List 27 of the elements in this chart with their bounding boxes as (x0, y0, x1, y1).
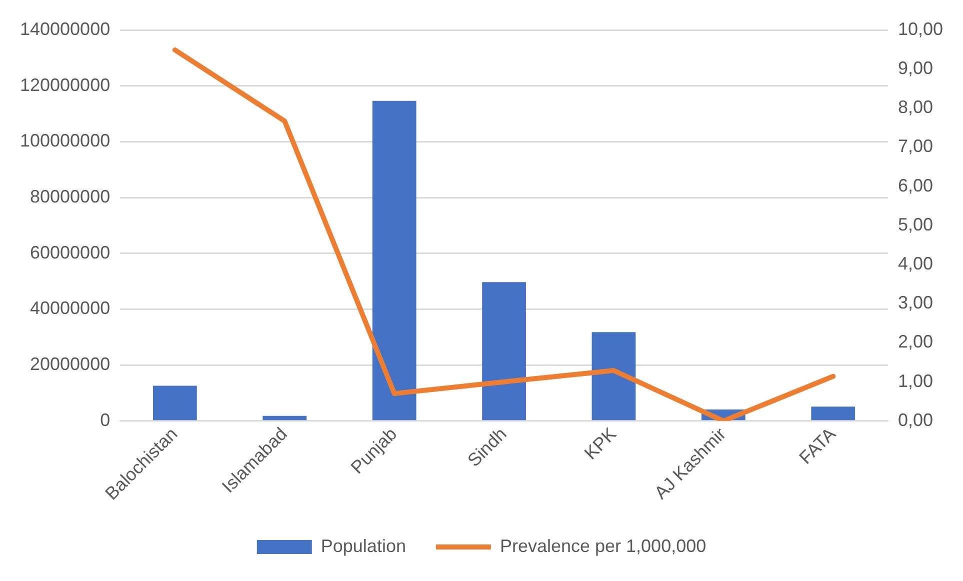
y2-tick-label: 4,00 (898, 254, 934, 274)
y2-tick-label: 9,00 (898, 58, 934, 78)
y2-tick-label: 2,00 (898, 332, 934, 352)
y-tick-label: 80000000 (30, 186, 110, 207)
bar (153, 386, 197, 420)
y-tick-label: 60000000 (30, 242, 110, 262)
legend-label: Population (320, 536, 406, 556)
y2-tick-label: 10,00 (898, 18, 944, 39)
y2-tick-label: 5,00 (898, 214, 934, 234)
legend-label: Prevalence per 1,000,000 (500, 536, 706, 556)
bar (811, 406, 856, 420)
bar (262, 416, 307, 420)
y-tick-label: 20000000 (30, 354, 110, 374)
y-tick-label: 140000000 (20, 18, 110, 39)
y-tick-label: 40000000 (30, 298, 110, 318)
y2-tick-label: 6,00 (898, 175, 934, 196)
bar (592, 332, 636, 420)
y2-tick-label: 3,00 (898, 292, 934, 313)
y2-tick-label: 0,00 (898, 410, 934, 430)
y2-tick-label: 7,00 (898, 136, 934, 156)
y-tick-label: 100000000 (20, 130, 110, 151)
bar (372, 100, 416, 420)
y-tick-label: 120000000 (20, 74, 110, 95)
y-tick-label: 0 (100, 410, 110, 430)
bar (482, 282, 526, 420)
y2-tick-label: 1,00 (898, 370, 934, 391)
y2-tick-label: 8,00 (898, 97, 934, 118)
